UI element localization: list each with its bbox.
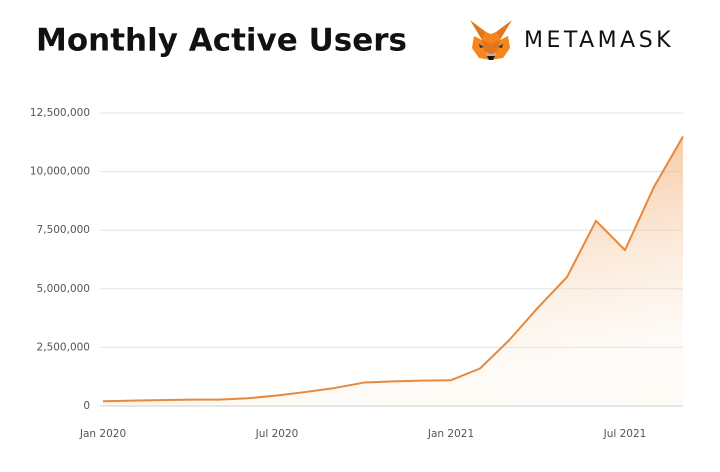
area-line <box>102 135 684 403</box>
brand-name: METAMASK <box>524 28 674 53</box>
x-tick-label: Jan 2021 <box>427 428 474 440</box>
brand-logo <box>470 20 512 60</box>
area-fill <box>103 136 683 406</box>
x-tick-label: Jul 2021 <box>603 428 647 440</box>
x-tick-label: Jul 2020 <box>255 428 299 440</box>
y-tick-label: 12,500,000 <box>30 107 90 119</box>
y-tick-label: 5,000,000 <box>37 283 90 295</box>
y-tick-label: 7,500,000 <box>37 224 90 236</box>
x-tick-label: Jan 2020 <box>79 428 126 440</box>
y-tick-label: 2,500,000 <box>37 341 90 353</box>
y-tick-label: 0 <box>83 400 90 412</box>
y-tick-label: 10,000,000 <box>30 166 90 178</box>
chart-title: Monthly Active Users <box>36 23 407 59</box>
